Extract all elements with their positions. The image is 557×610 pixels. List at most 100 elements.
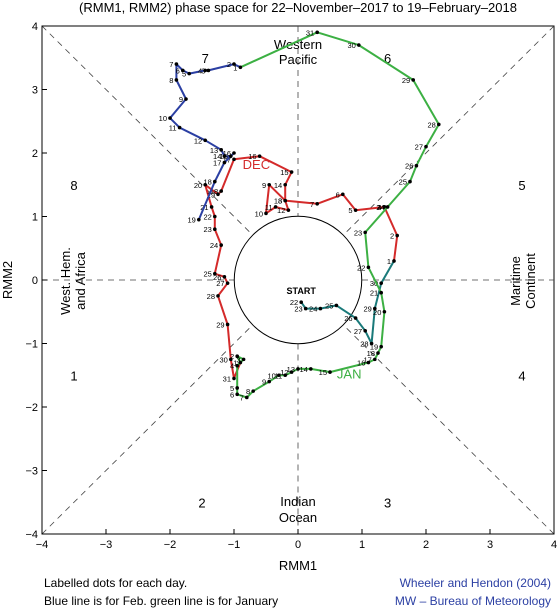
x-axis-label: RMM1 xyxy=(279,558,317,573)
day-point-jan-11 xyxy=(283,373,288,378)
x-tick-label: 2 xyxy=(423,539,429,551)
y-tick-label: −2 xyxy=(25,402,38,414)
day-point-jan-8 xyxy=(251,389,255,393)
day-label-jan-28: 28 xyxy=(427,120,435,129)
day-point-nov-24 xyxy=(318,306,323,311)
day-point-jan-22 xyxy=(366,265,371,270)
day-point-jan-13 xyxy=(296,367,300,371)
y-tick-label: 0 xyxy=(32,275,38,287)
y-tick-label: 3 xyxy=(32,85,38,97)
day-label-jan-5: 5 xyxy=(230,384,234,393)
day-point-dec-20 xyxy=(203,182,207,187)
day-point-nov-23 xyxy=(303,306,308,311)
day-point-dec-23 xyxy=(213,227,217,231)
y-tick-label: 2 xyxy=(32,148,38,160)
day-label-dec-29: 29 xyxy=(216,320,224,329)
day-point-dec-10 xyxy=(264,211,268,216)
day-label-jan-20: 20 xyxy=(373,308,381,317)
day-label-jan-22: 22 xyxy=(357,263,365,272)
day-label-feb-9: 9 xyxy=(179,95,183,104)
day-point-feb-18 xyxy=(213,179,217,184)
day-label-jan-14: 14 xyxy=(299,365,307,374)
region-indian-line2: Ocean xyxy=(279,510,317,525)
day-label-dec-7: 7 xyxy=(310,200,314,209)
y-tick-label: −3 xyxy=(25,466,38,478)
day-point-dec-27 xyxy=(225,281,230,285)
footer-left-line1: Labelled dots for each day. xyxy=(44,576,188,590)
x-tick-label: −1 xyxy=(228,539,241,551)
day-label-feb-16: 16 xyxy=(223,149,231,158)
region-indian-ocean: Indian Ocean xyxy=(279,494,317,525)
day-label-dec-13: 13 xyxy=(274,197,282,206)
region-western-pacific-line2: Pacific xyxy=(279,52,318,67)
x-tick-label: 3 xyxy=(487,539,493,551)
day-label-feb-12: 12 xyxy=(194,136,202,145)
footer-left-line2: Blue line is for Feb. green line is for … xyxy=(44,594,279,608)
day-point-jan-17 xyxy=(373,357,377,362)
day-label-feb-5: 5 xyxy=(182,70,186,79)
day-label-feb-6: 6 xyxy=(176,66,180,75)
day-point-feb-7 xyxy=(174,62,179,66)
phase-label-7: 7 xyxy=(202,51,209,66)
day-point-feb-13 xyxy=(219,148,223,152)
day-label-jan-2: 2 xyxy=(230,352,234,361)
day-label-jan-30: 30 xyxy=(347,41,355,50)
day-label-dec-28: 28 xyxy=(207,292,215,301)
day-label-jan-26: 26 xyxy=(405,162,413,171)
day-point-jan-5 xyxy=(235,386,239,390)
day-label-dec-16: 16 xyxy=(248,152,256,161)
day-point-jan-18 xyxy=(376,351,380,355)
rmm-phase-space-chart: (RMM1, RMM2) phase space for 22–November… xyxy=(0,0,557,573)
day-point-dec-13 xyxy=(283,198,288,203)
region-west-hem: West. Hem. and Africa xyxy=(58,247,88,315)
day-label-jan-3: 3 xyxy=(236,355,240,364)
region-western-pacific-line1: Western xyxy=(274,37,322,52)
day-label-jan-25: 25 xyxy=(399,178,407,187)
day-label-jan-10: 10 xyxy=(267,371,275,380)
day-point-jan-7 xyxy=(245,395,249,400)
day-label-dec-26: 26 xyxy=(213,273,221,282)
day-label-nov-26: 26 xyxy=(344,314,352,323)
region-west-hem-line1: West. Hem. xyxy=(58,247,73,315)
day-point-dec-21 xyxy=(209,205,214,209)
day-label-dec-11: 11 xyxy=(265,203,273,212)
phase-label-4: 4 xyxy=(518,368,525,383)
day-label-dec-19: 19 xyxy=(207,190,215,199)
day-label-feb-15: 15 xyxy=(219,152,227,161)
day-point-jan-30 xyxy=(357,43,361,47)
day-point-dec-18 xyxy=(219,189,223,193)
day-point-feb-8 xyxy=(174,78,179,82)
x-tick-label: 1 xyxy=(359,539,365,551)
day-point-dec-15 xyxy=(289,170,294,174)
day-label-dec-8: 8 xyxy=(278,197,282,206)
x-tick-label: 4 xyxy=(551,539,557,551)
day-label-dec-30: 30 xyxy=(219,355,227,364)
day-label-feb-10: 10 xyxy=(159,114,167,123)
day-label-dec-1: 1 xyxy=(387,257,391,266)
day-point-feb-14 xyxy=(222,154,227,158)
y-tick-label: 1 xyxy=(32,212,38,224)
day-label-dec-20: 20 xyxy=(194,181,202,190)
day-label-dec-12: 12 xyxy=(277,206,285,215)
month-label-dec: DEC xyxy=(243,157,270,172)
day-point-dec-1 xyxy=(392,259,396,263)
day-label-nov-28: 28 xyxy=(360,340,368,349)
diagonal-guide-3 xyxy=(41,324,254,535)
day-point-jan-16 xyxy=(366,360,371,365)
day-point-nov-25 xyxy=(334,303,339,308)
day-label-nov-30: 30 xyxy=(370,279,378,288)
day-point-dec-4 xyxy=(382,205,387,209)
day-label-jan-7: 7 xyxy=(240,393,244,402)
day-label-feb-13: 13 xyxy=(210,146,218,155)
day-point-dec-5 xyxy=(353,208,358,212)
day-point-nov-22 xyxy=(299,300,304,305)
day-point-dec-6 xyxy=(341,192,345,197)
day-label-jan-1: 1 xyxy=(233,359,237,368)
diagonal-guide-1 xyxy=(41,25,254,236)
day-label-jan-23: 23 xyxy=(354,228,362,237)
day-point-dec-25 xyxy=(213,271,217,276)
day-label-dec-15: 15 xyxy=(280,168,288,177)
day-label-jan-11: 11 xyxy=(274,371,282,380)
day-label-jan-29: 29 xyxy=(402,76,410,85)
